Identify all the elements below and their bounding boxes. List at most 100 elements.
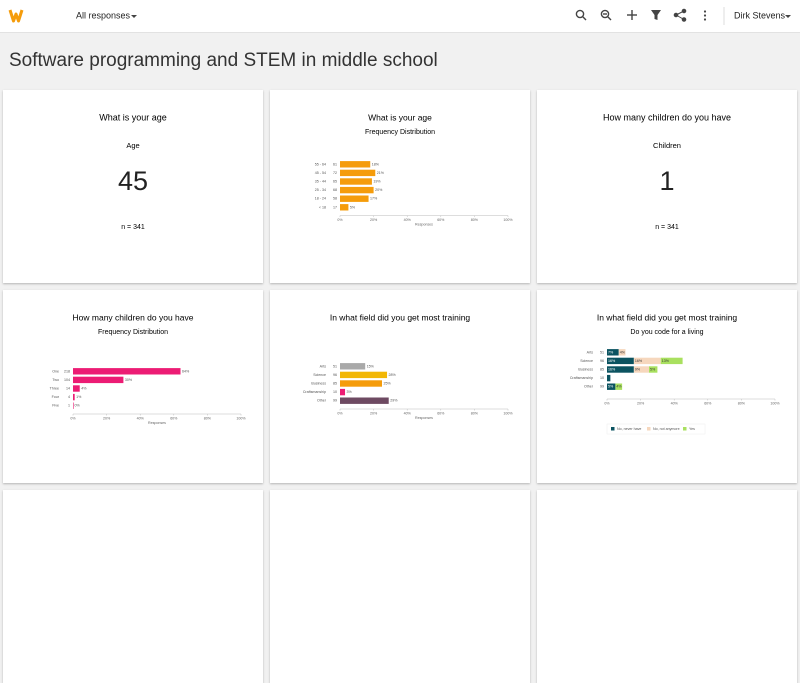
bar-segment [649,366,658,373]
bar-segment [618,349,626,356]
value-label: 30% [125,378,133,382]
x-tick-label: 0% [70,416,76,420]
x-tick-label: 100% [503,218,513,222]
card [270,490,530,683]
user-caret[interactable] [785,15,791,18]
category-label: Science [580,359,593,363]
chart-title: In what field did you get most training [330,312,471,322]
kpi-title: What is your age [99,112,167,122]
card: In what field did you get most training A… [270,290,530,483]
count-label: 1 [68,404,70,408]
bar [340,363,366,370]
x-tick-label: 0% [337,218,343,222]
bar-segment [607,374,611,382]
value-label: 25% [384,381,392,385]
kpi-label: Age [126,141,139,150]
chart-subtitle: Frequency Distribution [365,129,435,136]
bar-segment [607,366,634,373]
value-label: 64% [182,369,190,373]
category-label: 55 - 64 [315,162,326,166]
category-label: Craftsmanship [303,390,326,394]
count-label: 68 [333,188,337,192]
x-axis-label: Responses [415,223,433,227]
bar-segment [607,349,619,356]
value-label: 17% [370,197,378,201]
filter-caret[interactable] [131,15,137,18]
legend-box [606,423,706,435]
legend-swatch [647,427,651,431]
value-label: 16% [608,359,616,363]
x-tick-label: 20% [370,218,378,222]
bar-segment [607,357,634,365]
share-icon[interactable] [673,8,687,22]
bar-segment [633,357,661,365]
bar [73,393,75,401]
x-tick-label: 100% [503,411,513,415]
chart-subtitle: Do you code for a living [630,329,703,336]
x-axis-label: Responses [148,421,166,425]
count-label: 104 [64,378,70,382]
card [537,490,797,683]
count-label: 218 [64,369,70,373]
count-label: 96 [333,373,337,377]
card-content: What is your age Frequency Distribution 55… [315,112,514,227]
card-content [3,490,263,683]
card-content: How many children do you have Frequency D… [50,312,247,425]
x-tick-label: 60% [437,218,445,222]
x-tick-label: 100% [236,416,246,420]
count-label: 61 [333,162,337,166]
x-tick-label: 40% [404,411,412,415]
zoom-out-icon[interactable] [600,9,612,21]
user-menu[interactable]: Dirk Stevens [734,10,786,20]
kpi-value: 1 [659,166,674,196]
value-label: 5% [650,367,656,371]
response-filter[interactable]: All responses [76,10,131,20]
bar-segment [633,366,649,373]
category-label: Three [50,386,59,390]
logo[interactable] [8,9,24,23]
more-icon[interactable] [703,10,707,21]
x-tick-label: 20% [370,411,378,415]
bar [340,397,389,404]
category-label: Business [578,367,593,371]
card: How many children do you have Children 1 n … [537,90,797,283]
bar [340,178,372,185]
count-label: 4 [68,395,70,399]
bar-segment [660,357,683,365]
value-label: 29% [390,399,398,403]
card-content: In what field did you get most training D… [570,312,780,435]
value-label: 16% [608,367,616,371]
value-label: 15% [367,364,375,368]
count-label: 58 [333,197,337,201]
zoom-in-icon[interactable] [575,9,587,21]
category-label: Arts [587,350,594,354]
count-label: 51 [333,364,337,368]
count-label: 14 [66,386,70,390]
kpi-note: n = 341 [655,224,679,231]
filter-icon[interactable] [651,10,661,20]
card-content: What is your age Age 45 n = 341 [99,112,167,230]
chart-title: How many children do you have [73,312,194,322]
add-icon[interactable] [627,10,637,20]
x-tick-label: 40% [404,218,412,222]
card-content: In what field did you get most training A… [303,312,514,420]
category-label: Five [52,404,59,408]
card-content [537,490,797,683]
bar [73,402,74,409]
count-label: 85 [600,367,604,371]
card-content: How many children do you have Children 1 n … [603,112,731,231]
bar-segment [615,383,623,390]
category-label: 25 - 34 [315,188,326,192]
card-content [270,490,530,683]
category-label: Two [52,378,59,382]
legend-label: Yes [689,427,695,431]
value-label: 21% [377,171,385,175]
value-label: 5% [350,205,356,209]
bar [73,385,80,392]
category-label: 45 - 54 [315,171,326,175]
value-label: 4% [620,350,626,354]
value-label: 28% [389,373,397,377]
x-tick-label: 60% [437,411,445,415]
value-label: 3% [347,390,353,394]
